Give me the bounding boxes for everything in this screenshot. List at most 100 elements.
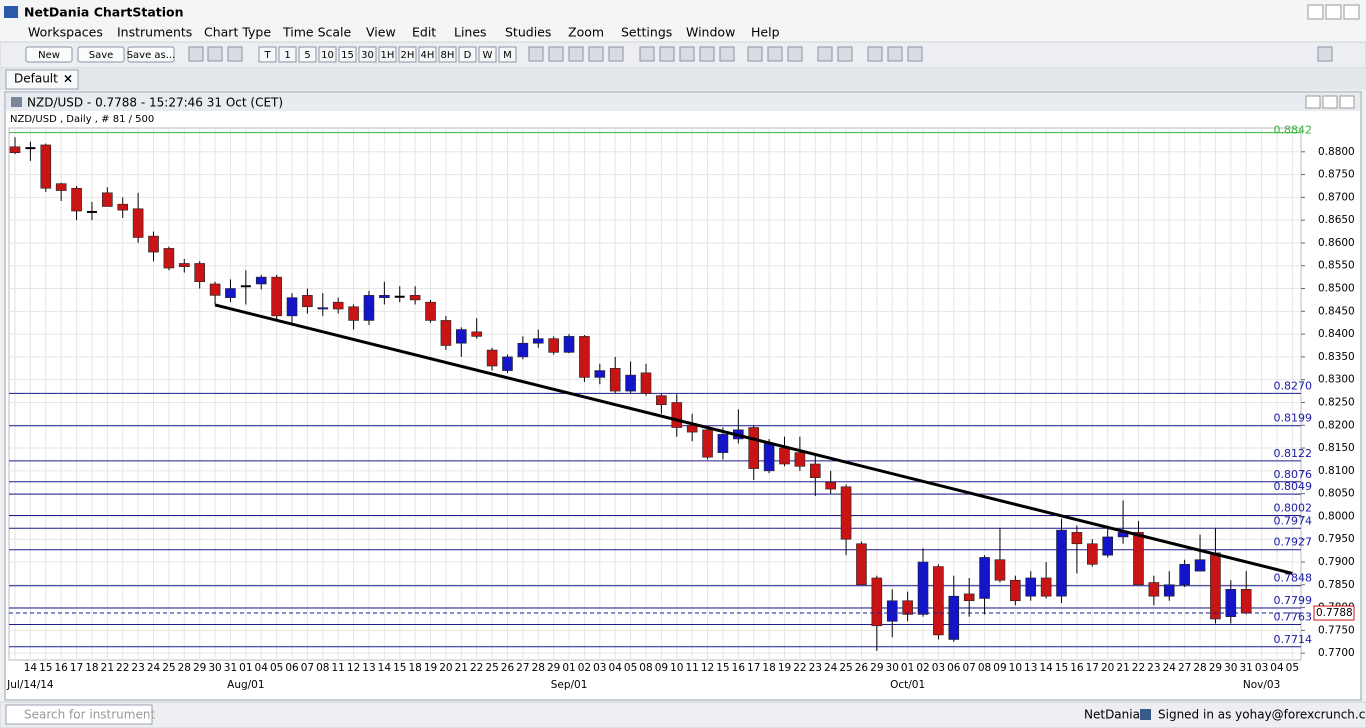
y-tick-label: 0.8450 xyxy=(1318,305,1355,317)
menu-item[interactable]: Time Scale xyxy=(282,25,352,40)
timescale-button[interactable] xyxy=(418,46,437,63)
icon[interactable] xyxy=(867,46,883,62)
level-label: 0.8076 xyxy=(1274,468,1313,481)
maximize-button[interactable] xyxy=(1322,95,1338,109)
icon[interactable] xyxy=(907,46,923,62)
tab-close[interactable]: × xyxy=(63,72,73,86)
x-tick-label: 10 xyxy=(1009,662,1022,674)
icon[interactable] xyxy=(767,46,783,62)
menu-item[interactable]: Window xyxy=(686,25,735,40)
timescale-button[interactable] xyxy=(478,46,497,63)
menu-item[interactable]: Studies xyxy=(505,25,551,40)
icon[interactable] xyxy=(659,46,675,62)
button[interactable] xyxy=(77,46,125,63)
candle-body xyxy=(517,342,529,358)
icon[interactable] xyxy=(528,46,544,62)
candle-body xyxy=(440,320,452,346)
x-tick-label: 19 xyxy=(778,662,791,674)
icon[interactable] xyxy=(188,46,204,62)
icon[interactable] xyxy=(887,46,903,62)
y-tick-label: 0.8700 xyxy=(1318,191,1355,203)
tab-label: Default xyxy=(14,72,58,86)
x-tick-label: 08 xyxy=(978,662,991,674)
button-label: New xyxy=(38,50,60,61)
button[interactable] xyxy=(25,46,73,63)
close-button[interactable] xyxy=(1339,95,1355,109)
icon[interactable] xyxy=(837,46,853,62)
menu-item[interactable]: Workspaces xyxy=(28,25,103,40)
timescale-button[interactable] xyxy=(438,46,457,63)
candle-body xyxy=(794,452,806,467)
minimize-button[interactable] xyxy=(1307,4,1324,20)
month-label: Aug/01 xyxy=(227,679,264,691)
icon[interactable] xyxy=(588,46,604,62)
menu-item[interactable]: Help xyxy=(751,25,780,40)
month-label: Jul/14/14 xyxy=(6,679,54,691)
maximize-button[interactable] xyxy=(1325,4,1342,20)
x-tick-label: 13 xyxy=(1024,662,1037,674)
timescale-button[interactable] xyxy=(318,46,337,63)
x-tick-label: 10 xyxy=(670,662,683,674)
icon[interactable] xyxy=(679,46,695,62)
timescale-button[interactable] xyxy=(358,46,377,63)
timescale-button[interactable] xyxy=(398,46,417,63)
minimize-button[interactable] xyxy=(1305,95,1321,109)
candle-body xyxy=(1010,579,1021,602)
candle-body xyxy=(656,395,667,406)
timescale-button[interactable] xyxy=(498,46,517,63)
tab[interactable] xyxy=(5,69,79,90)
timescale-button[interactable] xyxy=(258,46,277,63)
x-tick-label: 25 xyxy=(485,662,498,674)
icon[interactable] xyxy=(699,46,715,62)
timescale-button[interactable] xyxy=(298,46,317,63)
timescale-button[interactable] xyxy=(338,46,357,63)
candle-body xyxy=(317,307,329,310)
x-tick-label: 23 xyxy=(809,662,822,674)
candle-body xyxy=(348,306,359,321)
icon[interactable] xyxy=(787,46,803,62)
icon[interactable] xyxy=(227,46,243,62)
level-label: 0.7927 xyxy=(1274,536,1313,549)
candle-body xyxy=(40,144,52,189)
button[interactable] xyxy=(127,46,175,63)
icon[interactable] xyxy=(1317,46,1333,62)
level-label: 0.7763 xyxy=(1274,610,1313,623)
icon[interactable] xyxy=(548,46,564,62)
x-tick-label: 28 xyxy=(1193,662,1206,674)
close-button[interactable] xyxy=(1343,4,1360,20)
icon[interactable] xyxy=(568,46,584,62)
trendline xyxy=(214,303,1293,575)
icon[interactable] xyxy=(719,46,735,62)
icon[interactable] xyxy=(207,46,223,62)
candle-body xyxy=(425,301,436,321)
candle-body xyxy=(948,595,960,640)
candle-body xyxy=(933,566,944,636)
candle-body xyxy=(286,297,298,317)
x-tick-label: 24 xyxy=(1163,662,1177,674)
menu-item[interactable]: Chart Type xyxy=(204,25,271,40)
icon[interactable] xyxy=(817,46,833,62)
menu-item[interactable]: Edit xyxy=(412,25,436,40)
menu-item[interactable]: Instruments xyxy=(117,25,192,40)
icon[interactable] xyxy=(608,46,624,62)
x-tick-label: 12 xyxy=(701,662,714,674)
x-tick-label: 22 xyxy=(793,662,806,674)
x-tick-label: 30 xyxy=(886,662,899,674)
menu-item[interactable]: Zoom xyxy=(568,25,604,40)
search-box[interactable] xyxy=(5,704,153,725)
icon[interactable] xyxy=(747,46,763,62)
top-level-label: 0.8842 xyxy=(1274,124,1313,137)
timescale-button[interactable] xyxy=(378,46,397,63)
x-tick-label: 21 xyxy=(455,662,468,674)
menu-item[interactable]: View xyxy=(366,25,396,40)
x-tick-label: 23 xyxy=(131,662,144,674)
menu-item[interactable]: Settings xyxy=(621,25,672,40)
timescale-button[interactable] xyxy=(278,46,297,63)
x-tick-label: 16 xyxy=(1070,662,1084,674)
x-tick-label: 30 xyxy=(208,662,221,674)
y-tick-label: 0.8150 xyxy=(1318,442,1355,454)
icon[interactable] xyxy=(639,46,655,62)
timescale-button[interactable] xyxy=(458,46,477,63)
menu-item[interactable]: Lines xyxy=(454,25,487,40)
button-label: Save as... xyxy=(127,50,176,61)
